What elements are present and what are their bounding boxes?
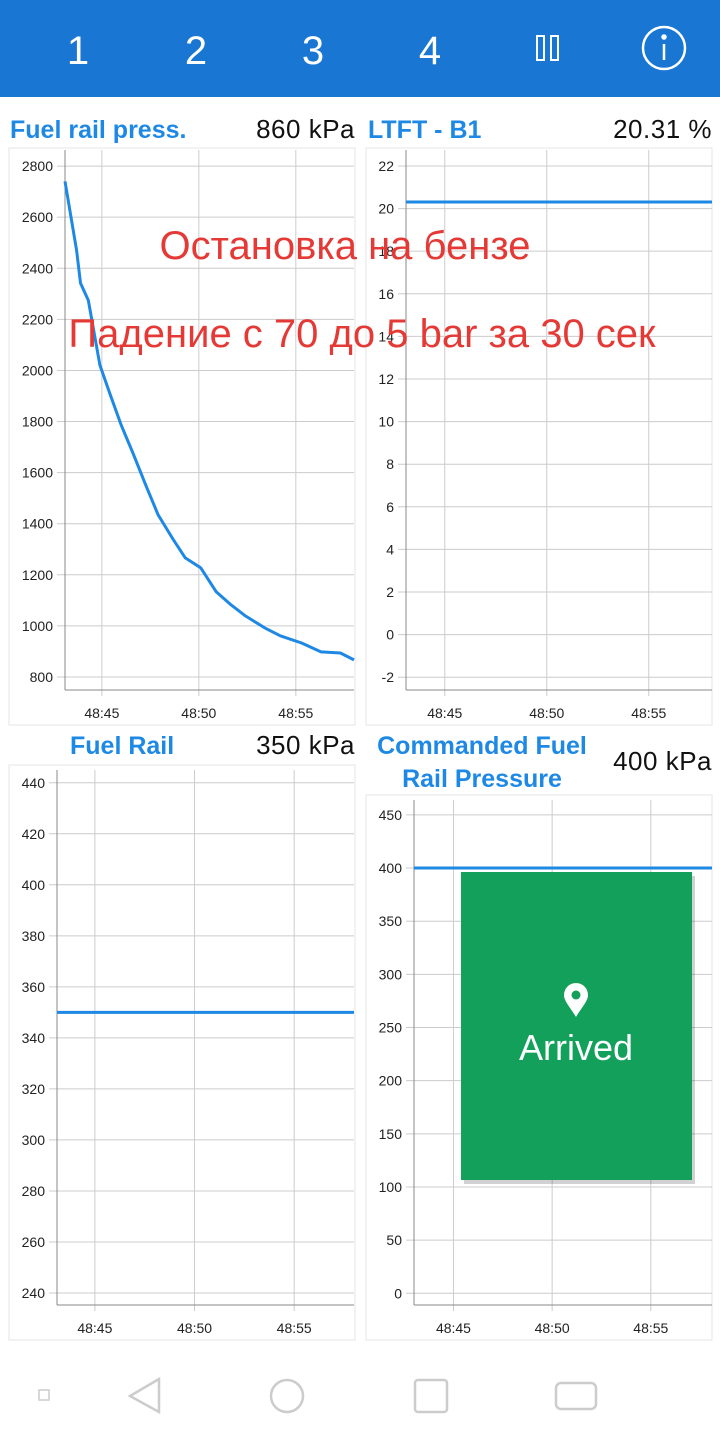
y-tick-label: 360 [22, 979, 46, 995]
y-tick-label: 400 [22, 877, 46, 893]
y-tick-label: 450 [379, 807, 403, 823]
nav-recent[interactable] [413, 1378, 449, 1414]
x-tick-label: 48:55 [633, 1320, 668, 1336]
nav-menu[interactable] [38, 1389, 50, 1401]
x-tick-label: 48:45 [427, 705, 462, 721]
y-tick-label: 1200 [22, 567, 53, 583]
y-tick-label: 380 [22, 928, 46, 944]
series-line [63, 181, 355, 662]
arrived-popup[interactable]: Arrived [461, 872, 695, 1184]
y-tick-label: 300 [22, 1132, 46, 1148]
panel [365, 147, 713, 726]
popup-label: Arrived [519, 1027, 633, 1068]
tab[interactable]: 3 [302, 29, 324, 73]
y-tick-label: 16 [378, 286, 394, 302]
chart-title: Fuel rail press. [10, 116, 187, 144]
y-tick-label: 150 [379, 1126, 403, 1142]
y-tick-label: 200 [379, 1073, 403, 1089]
x-tick-label: 48:45 [436, 1320, 471, 1336]
y-tick-label: 340 [22, 1030, 46, 1046]
y-tick-label: 2200 [22, 311, 53, 327]
tab[interactable]: 1 [67, 29, 89, 73]
y-tick-label: 22 [378, 158, 394, 174]
chart-reading: 860 kPa [256, 114, 355, 144]
tab[interactable]: 2 [185, 29, 207, 73]
y-tick-label: 2400 [22, 260, 53, 276]
y-tick-label: 0 [386, 627, 394, 643]
annotation: Остановка на бензе [160, 224, 531, 268]
y-tick-label: 440 [22, 775, 46, 791]
x-tick-label: 48:55 [278, 705, 313, 721]
chart-title: Commanded Fuel Rail Pressure [377, 732, 587, 793]
x-tick-label: 48:50 [181, 705, 216, 721]
chart-title: Fuel Rail [70, 732, 175, 760]
y-tick-label: 12 [378, 371, 394, 387]
info-button[interactable] [641, 25, 687, 71]
x-tick-label: 48:50 [177, 1320, 212, 1336]
y-tick-label: 8 [386, 456, 394, 472]
y-tick-label: 350 [379, 913, 403, 929]
y-tick-label: 14 [378, 328, 394, 344]
y-tick-label: 240 [22, 1285, 46, 1301]
y-tick-label: 4 [386, 541, 394, 557]
nav-home[interactable] [269, 1378, 305, 1414]
panel [8, 764, 356, 1341]
nav-rotate[interactable] [554, 1381, 598, 1411]
y-tick-label: 2000 [22, 362, 53, 378]
tab-bar [0, 0, 720, 97]
y-tick-label: 18 [378, 243, 394, 259]
y-tick-label: 2800 [22, 158, 53, 174]
nav-back[interactable] [127, 1376, 161, 1415]
y-tick-label: 1000 [22, 618, 53, 634]
y-tick-label: 20 [378, 201, 394, 217]
y-tick-label: -2 [382, 669, 395, 685]
x-tick-label: 48:50 [535, 1320, 570, 1336]
tab[interactable]: 4 [419, 29, 441, 73]
y-tick-label: 400 [379, 860, 403, 876]
y-tick-label: 1600 [22, 465, 53, 481]
x-tick-label: 48:45 [77, 1320, 112, 1336]
y-tick-label: 800 [30, 669, 54, 685]
pause-button[interactable] [536, 35, 559, 61]
panel [8, 147, 356, 726]
y-tick-label: 250 [379, 1020, 403, 1036]
y-tick-label: 1800 [22, 414, 53, 430]
chart-reading: 350 kPa [256, 730, 355, 760]
y-tick-label: 6 [386, 499, 394, 515]
x-tick-label: 48:55 [631, 705, 666, 721]
x-tick-label: 48:45 [84, 705, 119, 721]
annotation: Падение с 70 до 5 bar за 30 сек [68, 312, 656, 356]
chart-reading: 400 kPa [613, 746, 712, 776]
chart-reading: 20.31 % [613, 114, 712, 144]
nav-bar [38, 1376, 598, 1415]
y-tick-label: 300 [379, 966, 403, 982]
y-tick-label: 10 [378, 414, 394, 430]
y-tick-label: 260 [22, 1234, 46, 1250]
y-tick-label: 320 [22, 1081, 46, 1097]
y-tick-label: 1400 [22, 516, 53, 532]
y-tick-label: 0 [394, 1285, 402, 1301]
y-tick-label: 280 [22, 1183, 46, 1199]
y-tick-label: 2 [386, 584, 394, 600]
x-tick-label: 48:55 [277, 1320, 312, 1336]
y-tick-label: 50 [386, 1232, 402, 1248]
x-tick-label: 48:50 [529, 705, 564, 721]
annotations: Остановка на бензе Падение с 70 до 5 bar… [68, 224, 656, 356]
y-tick-label: 2600 [22, 209, 53, 225]
y-tick-label: 420 [22, 826, 46, 842]
y-tick-label: 100 [379, 1179, 403, 1195]
chart-title: LTFT - B1 [368, 116, 482, 144]
